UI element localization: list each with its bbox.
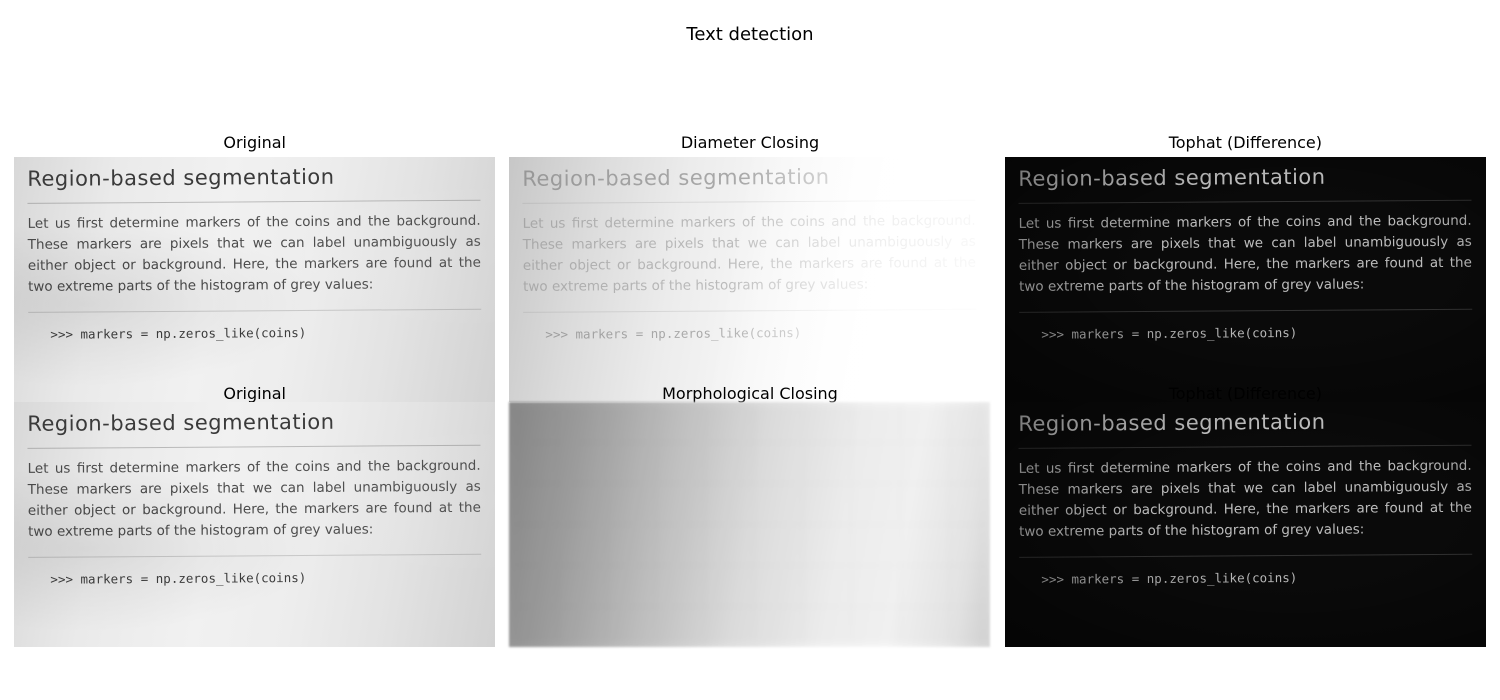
figure-suptitle: Text detection (0, 24, 1500, 45)
cell-1-1: Morphological Closing (509, 402, 990, 647)
block-overlay (509, 402, 990, 647)
page-heading: Region-based segmentation (27, 409, 480, 436)
subplot-title-0-0: Original (14, 133, 495, 152)
rule (524, 308, 977, 312)
page-paragraph: Let us first determine markers of the co… (1018, 211, 1472, 298)
page-heading: Region-based segmentation (1018, 164, 1471, 191)
page-paragraph: Let us first determine markers of the co… (28, 456, 482, 543)
subplot-title-1-2: Tophat (Difference) (1005, 384, 1486, 403)
rule (28, 553, 481, 557)
cell-1-2: Tophat (Difference) Region-based segment… (1005, 402, 1486, 647)
rule (523, 200, 976, 204)
image-tophat-top: Region-based segmentation Let us first d… (1005, 157, 1486, 402)
page-scan: Region-based segmentation Let us first d… (1005, 157, 1486, 402)
cell-0-0: Original Region-based segmentation Let u… (14, 157, 495, 402)
page-paragraph: Let us first determine markers of the co… (1018, 456, 1472, 543)
page-heading: Region-based segmentation (523, 164, 976, 191)
image-morphological-closing (509, 402, 990, 647)
page-paragraph: Let us first determine markers of the co… (28, 211, 482, 298)
page-scan: Region-based segmentation Let us first d… (14, 157, 495, 402)
page-code: >>> markers = np.zeros_like(coins) (28, 323, 481, 341)
rule (27, 200, 480, 204)
image-original-bottom: Region-based segmentation Let us first d… (14, 402, 495, 647)
page-code: >>> markers = np.zeros_like(coins) (1019, 323, 1472, 341)
subplot-title-1-0: Original (14, 384, 495, 403)
page-scan: Region-based segmentation Let us first d… (1005, 402, 1486, 647)
page-code: >>> markers = np.zeros_like(coins) (1019, 568, 1472, 586)
page-code: >>> markers = np.zeros_like(coins) (524, 323, 977, 341)
cell-0-1: Diameter Closing Region-based segmentati… (509, 157, 990, 402)
rule (1018, 200, 1471, 204)
subplot-title-0-1: Diameter Closing (509, 133, 990, 152)
cell-1-0: Original Region-based segmentation Let u… (14, 402, 495, 647)
subplot-title-0-2: Tophat (Difference) (1005, 133, 1486, 152)
page-scan: Region-based segmentation Let us first d… (509, 157, 990, 402)
image-tophat-bottom: Region-based segmentation Let us first d… (1005, 402, 1486, 647)
cell-0-2: Tophat (Difference) Region-based segment… (1005, 157, 1486, 402)
rule (27, 445, 480, 449)
page-scan: Region-based segmentation Let us first d… (14, 402, 495, 647)
image-original-top: Region-based segmentation Let us first d… (14, 157, 495, 402)
rule (1019, 553, 1472, 557)
page-heading: Region-based segmentation (27, 164, 480, 191)
page-code: >>> markers = np.zeros_like(coins) (28, 568, 481, 586)
page-paragraph: Let us first determine markers of the co… (523, 211, 977, 298)
rule (1019, 308, 1472, 312)
subplot-grid: Original Region-based segmentation Let u… (14, 157, 1486, 647)
rule (28, 308, 481, 312)
rule (1018, 445, 1471, 449)
subplot-title-1-1: Morphological Closing (509, 384, 990, 403)
page-heading: Region-based segmentation (1018, 409, 1471, 436)
image-diameter-closing: Region-based segmentation Let us first d… (509, 157, 990, 402)
